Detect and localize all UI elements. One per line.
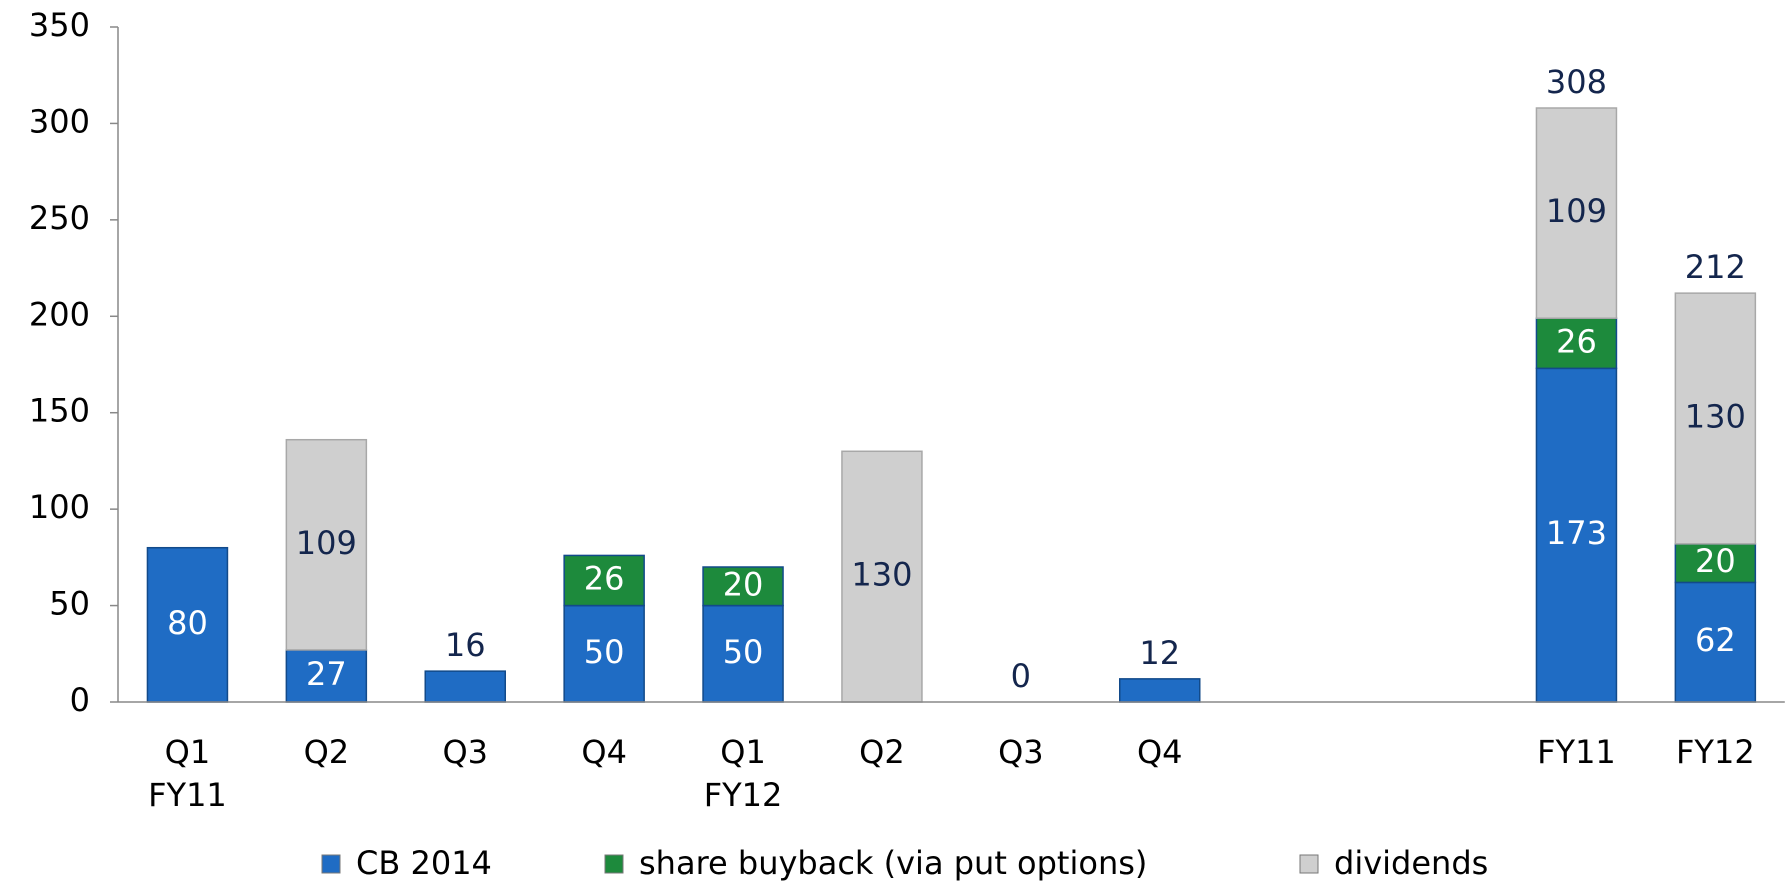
data-label: 109: [1546, 192, 1607, 230]
x-tick-label: Q4: [581, 733, 627, 771]
bar-segment: [702, 604, 784, 703]
bar-segment: [563, 554, 645, 607]
legend-label: share buyback (via put options): [639, 844, 1147, 882]
legend-label: dividends: [1334, 844, 1488, 882]
y-tick-label: 300: [29, 102, 90, 140]
x-tick-label: Q2: [304, 733, 350, 771]
data-label: 50: [723, 633, 764, 671]
bar-segment: [1674, 292, 1757, 545]
y-tick-label: 0: [70, 681, 90, 719]
y-tick-label: 100: [29, 488, 90, 526]
legend-swatch: [1299, 854, 1319, 874]
total-label: 212: [1685, 248, 1746, 286]
data-label: 12: [1139, 634, 1180, 672]
y-tick-label: 150: [29, 392, 90, 430]
data-label: 26: [584, 560, 625, 598]
y-tick-label: 50: [49, 585, 90, 623]
x-tick-label: Q3: [442, 733, 488, 771]
data-label: 16: [445, 626, 486, 664]
legend-swatch: [604, 854, 624, 874]
bar-segment: [1119, 678, 1201, 703]
data-label: 109: [296, 524, 357, 562]
bar-segment: [841, 450, 923, 703]
data-label: 130: [851, 556, 912, 594]
bar-segment: [1674, 581, 1757, 703]
x-tick-label: Q3: [998, 733, 1044, 771]
data-label: 50: [584, 633, 625, 671]
x-tick-label: Q1 FY12: [704, 733, 783, 814]
x-tick-label: FY12: [1676, 733, 1755, 771]
x-tick-label: Q1 FY11: [148, 733, 227, 814]
legend-swatch: [321, 854, 341, 874]
bar-segment: [1535, 107, 1618, 319]
total-label: 308: [1546, 63, 1607, 101]
data-label: 62: [1695, 621, 1736, 659]
data-label: 27: [306, 655, 347, 693]
bar-segment: [146, 546, 229, 703]
data-label: 26: [1556, 322, 1597, 360]
data-label: 173: [1546, 514, 1607, 552]
bar-segment: [285, 438, 368, 651]
x-tick-label: FY11: [1537, 733, 1616, 771]
data-label: 80: [167, 604, 208, 642]
y-tick-label: 250: [29, 199, 90, 237]
data-label: 0: [1011, 657, 1031, 695]
bar-segment: [702, 566, 784, 607]
legend-label: CB 2014: [356, 844, 492, 882]
x-tick-label: Q2: [859, 733, 905, 771]
bar-segment: [1535, 367, 1618, 703]
bar-segment: [1535, 317, 1618, 370]
data-label: 20: [723, 565, 764, 603]
y-tick-label: 350: [29, 6, 90, 44]
data-label: 20: [1695, 542, 1736, 580]
data-label: 130: [1685, 398, 1746, 436]
y-tick-label: 200: [29, 295, 90, 333]
bar-segment: [424, 670, 506, 703]
x-tick-label: Q4: [1137, 733, 1183, 771]
